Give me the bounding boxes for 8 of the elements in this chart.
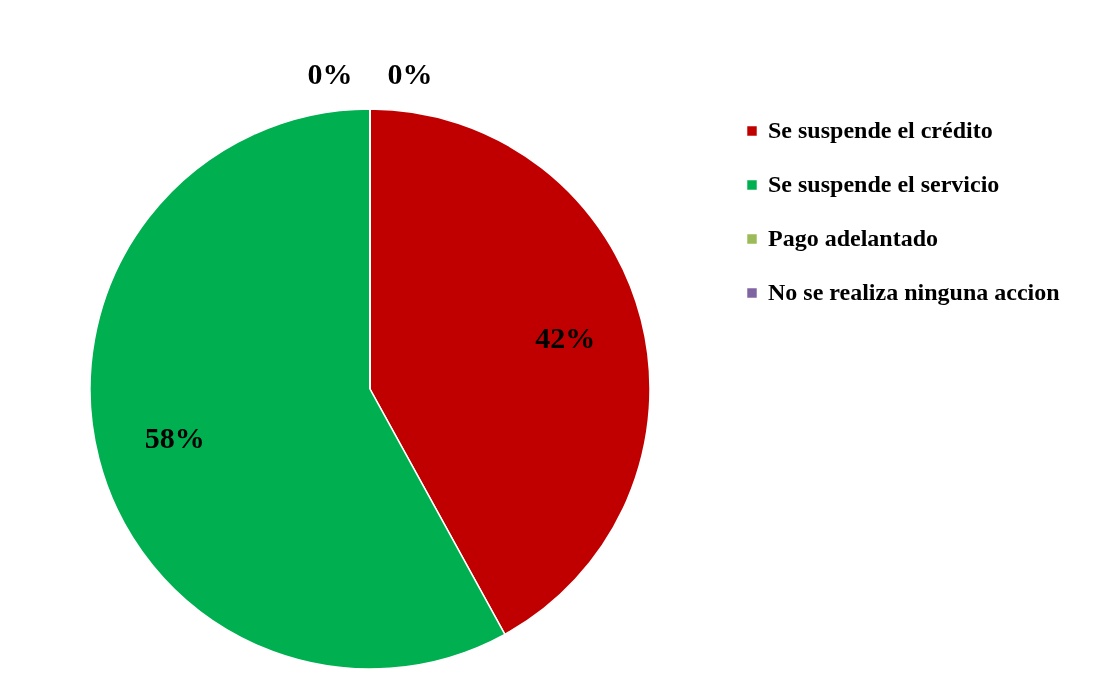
- legend-label: No se realiza ninguna accion: [768, 279, 1060, 305]
- legend-label: Se suspende el servicio: [768, 171, 1000, 197]
- data-label: 42%: [535, 320, 596, 354]
- legend-label: Se suspende el crédito: [768, 117, 993, 143]
- text: 0%: [307, 57, 353, 91]
- legend-label: Pago adelantado: [768, 225, 939, 251]
- data-label: 58%: [144, 421, 205, 455]
- text: 0%: [387, 57, 433, 91]
